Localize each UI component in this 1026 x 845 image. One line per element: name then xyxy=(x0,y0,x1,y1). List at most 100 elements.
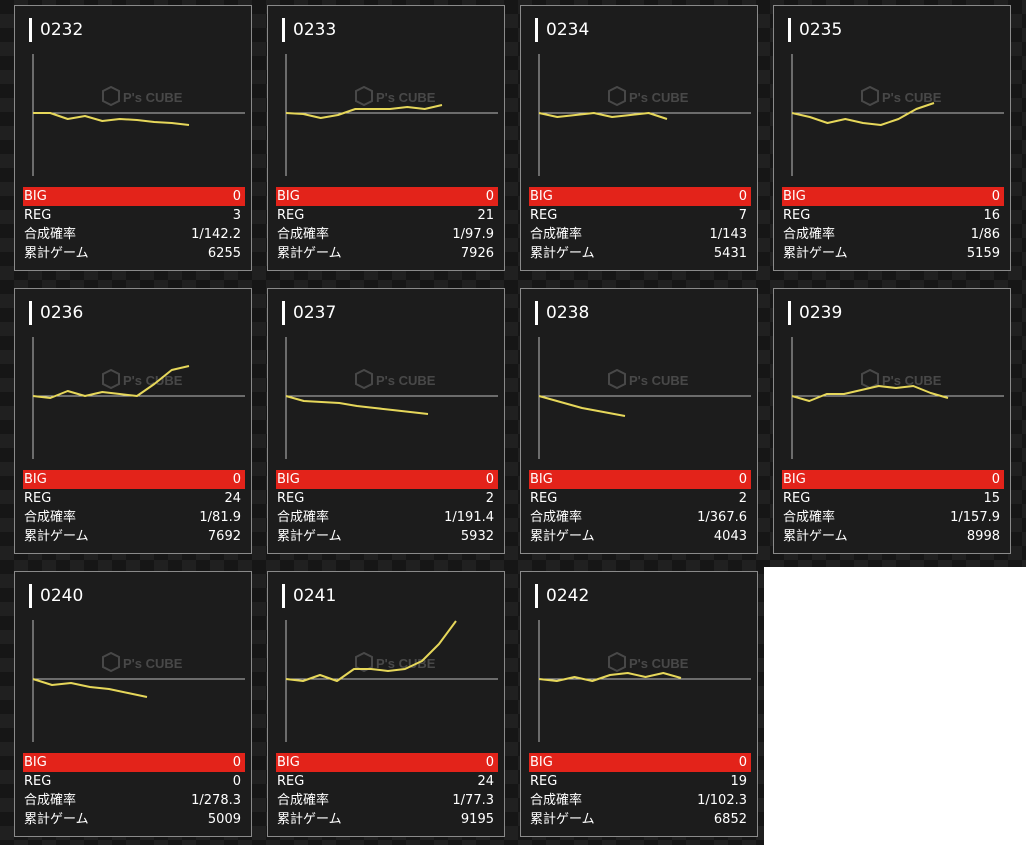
reg-label: REG xyxy=(783,208,811,223)
big-label: BIG xyxy=(783,189,806,204)
machine-card[interactable]: 0232 P's CUBE BIG 0 REG 3 合成確率 1/142.2 累計ゲーム 6255 xyxy=(14,5,252,271)
reg-value: 3 xyxy=(232,208,241,223)
rate-value: 1/86 xyxy=(970,227,1000,242)
machine-card[interactable]: 0234 P's CUBE BIG 0 REG 7 合成確率 1/143 累計ゲーム 5431 xyxy=(520,5,758,271)
big-value: 0 xyxy=(991,189,1000,204)
watermark-logo: P's CUBE xyxy=(608,85,689,107)
games-label: 累計ゲーム xyxy=(24,529,89,544)
reg-row: REG 16 xyxy=(782,206,1004,225)
reg-label: REG xyxy=(24,774,52,789)
trend-line xyxy=(32,365,190,399)
watermark-logo: P's CUBE xyxy=(861,368,942,390)
cube-logo-icon xyxy=(102,368,120,390)
reg-value: 24 xyxy=(224,491,241,506)
big-value: 0 xyxy=(232,189,241,204)
machine-number: 0236 xyxy=(29,301,83,325)
machine-card[interactable]: 0237 P's CUBE BIG 0 REG 2 合成確率 1/191.4 累計ゲーム 5932 xyxy=(267,288,505,554)
rate-label: 合成確率 xyxy=(24,793,77,808)
machine-card[interactable]: 0242 P's CUBE BIG 0 REG 19 合成確率 1/102.3 累計ゲーム 685… xyxy=(520,571,758,837)
cube-logo-icon xyxy=(608,85,626,107)
games-label: 累計ゲーム xyxy=(277,529,342,544)
trend-line xyxy=(285,104,443,119)
machine-card[interactable]: 0235 P's CUBE BIG 0 REG 16 合成確率 1/86 累計ゲーム 5159 xyxy=(773,5,1011,271)
trend-graph: P's CUBE xyxy=(791,54,1004,176)
reg-row: REG 24 xyxy=(276,772,498,791)
big-row: BIG 0 xyxy=(23,470,245,489)
trend-line xyxy=(538,672,682,682)
machine-card[interactable]: 0236 P's CUBE BIG 0 REG 24 合成確率 1/81.9 累計ゲーム 7692 xyxy=(14,288,252,554)
big-label: BIG xyxy=(24,472,47,487)
stats-table: BIG 0 REG 19 合成確率 1/102.3 累計ゲーム 6852 xyxy=(529,753,751,829)
trend-graph: P's CUBE xyxy=(32,54,245,176)
reg-value: 19 xyxy=(730,774,747,789)
trend-line xyxy=(538,395,626,417)
games-label: 累計ゲーム xyxy=(277,246,342,261)
big-value: 0 xyxy=(991,472,1000,487)
empty-area xyxy=(764,567,1026,845)
cube-logo-icon xyxy=(355,651,373,673)
rate-row: 合成確率 1/278.3 xyxy=(23,791,245,810)
stats-table: BIG 0 REG 24 合成確率 1/81.9 累計ゲーム 7692 xyxy=(23,470,245,546)
big-row: BIG 0 xyxy=(782,470,1004,489)
trend-graph: P's CUBE xyxy=(32,337,245,459)
machine-card[interactable]: 0238 P's CUBE BIG 0 REG 2 合成確率 1/367.6 累計ゲーム 4043 xyxy=(520,288,758,554)
stats-table: BIG 0 REG 15 合成確率 1/157.9 累計ゲーム 8998 xyxy=(782,470,1004,546)
big-label: BIG xyxy=(24,189,47,204)
reg-label: REG xyxy=(24,208,52,223)
machine-card[interactable]: 0241 P's CUBE BIG 0 REG 24 合成確率 1/77.3 累計ゲーム 9195 xyxy=(267,571,505,837)
games-value: 8998 xyxy=(966,529,1000,544)
rate-label: 合成確率 xyxy=(277,227,330,242)
games-row: 累計ゲーム 9195 xyxy=(276,810,498,829)
rate-label: 合成確率 xyxy=(24,227,77,242)
big-label: BIG xyxy=(530,755,553,770)
games-label: 累計ゲーム xyxy=(530,812,595,827)
rate-value: 1/278.3 xyxy=(191,793,241,808)
stats-table: BIG 0 REG 21 合成確率 1/97.9 累計ゲーム 7926 xyxy=(276,187,498,263)
rate-label: 合成確率 xyxy=(24,510,77,525)
rate-label: 合成確率 xyxy=(783,510,836,525)
rate-row: 合成確率 1/77.3 xyxy=(276,791,498,810)
big-label: BIG xyxy=(277,755,300,770)
watermark-logo: P's CUBE xyxy=(355,651,436,673)
games-row: 累計ゲーム 5009 xyxy=(23,810,245,829)
big-value: 0 xyxy=(738,189,747,204)
watermark-logo: P's CUBE xyxy=(102,651,183,673)
rate-label: 合成確率 xyxy=(277,793,330,808)
watermark-text: P's CUBE xyxy=(376,373,436,388)
reg-row: REG 7 xyxy=(529,206,751,225)
big-value: 0 xyxy=(232,755,241,770)
rate-row: 合成確率 1/97.9 xyxy=(276,225,498,244)
rate-row: 合成確率 1/157.9 xyxy=(782,508,1004,527)
cube-logo-icon xyxy=(102,85,120,107)
machine-card[interactable]: 0233 P's CUBE BIG 0 REG 21 合成確率 1/97.9 累計ゲーム 7926 xyxy=(267,5,505,271)
games-value: 4043 xyxy=(713,529,747,544)
games-value: 5159 xyxy=(966,246,1000,261)
rate-value: 1/157.9 xyxy=(950,510,1000,525)
big-label: BIG xyxy=(530,472,553,487)
machine-card[interactable]: 0239 P's CUBE BIG 0 REG 15 合成確率 1/157.9 累計ゲーム 899… xyxy=(773,288,1011,554)
big-row: BIG 0 xyxy=(276,753,498,772)
games-label: 累計ゲーム xyxy=(24,246,89,261)
rate-label: 合成確率 xyxy=(277,510,330,525)
big-value: 0 xyxy=(485,472,494,487)
watermark-logo: P's CUBE xyxy=(102,85,183,107)
big-row: BIG 0 xyxy=(529,470,751,489)
machine-number: 0241 xyxy=(282,584,336,608)
big-row: BIG 0 xyxy=(529,187,751,206)
games-row: 累計ゲーム 8998 xyxy=(782,527,1004,546)
reg-value: 21 xyxy=(477,208,494,223)
reg-row: REG 21 xyxy=(276,206,498,225)
cube-logo-icon xyxy=(608,651,626,673)
trend-graph: P's CUBE xyxy=(285,54,498,176)
big-row: BIG 0 xyxy=(23,187,245,206)
rate-row: 合成確率 1/143 xyxy=(529,225,751,244)
stats-table: BIG 0 REG 16 合成確率 1/86 累計ゲーム 5159 xyxy=(782,187,1004,263)
machine-card[interactable]: 0240 P's CUBE BIG 0 REG 0 合成確率 1/278.3 累計ゲーム 5009 xyxy=(14,571,252,837)
reg-row: REG 2 xyxy=(529,489,751,508)
games-row: 累計ゲーム 7692 xyxy=(23,527,245,546)
stats-table: BIG 0 REG 2 合成確率 1/367.6 累計ゲーム 4043 xyxy=(529,470,751,546)
reg-value: 7 xyxy=(738,208,747,223)
trend-line xyxy=(538,112,668,120)
games-row: 累計ゲーム 6852 xyxy=(529,810,751,829)
big-value: 0 xyxy=(738,755,747,770)
